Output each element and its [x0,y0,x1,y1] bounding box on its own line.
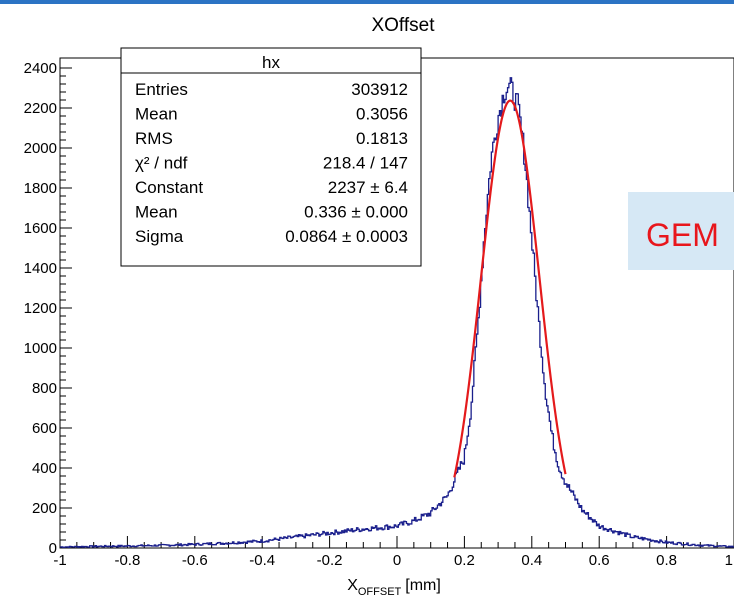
window-top-bar [0,0,734,4]
stats-row-label: Constant [135,178,203,197]
x-axis-label-main: X [347,577,358,594]
x-tick-label: 1 [725,552,733,569]
stats-box-frame [120,47,422,267]
y-tick-label: 1800 [24,180,57,197]
stats-row-label: χ² / ndf [135,154,188,173]
x-tick-label: -0.8 [114,552,140,569]
y-tick-label: 2000 [24,140,57,157]
y-tick-label: 2400 [24,60,57,77]
histogram-series [60,77,734,549]
stats-row-value: 218.4 / 147 [323,154,408,173]
stats-row-label: Mean [135,105,178,124]
x-tick-label: 0.4 [521,552,542,569]
stats-box-title: hx [262,53,280,72]
stats-row-value: 0.1813 [356,129,408,148]
x-tick-label: -0.4 [249,552,275,569]
y-tick-label: 800 [32,380,57,397]
x-tick-label: 0.8 [656,552,677,569]
stats-row-label: Entries [135,80,188,99]
y-tick-label: 1400 [24,260,57,277]
y-tick-label: 200 [32,500,57,517]
x-tick-label: -0.6 [182,552,208,569]
x-axis: -1 -0.8 -0.6 -0.4 -0.2 0 0.2 0.4 0.6 0.8 1 [53,536,734,569]
gaussian-fit-curve [453,99,567,478]
stats-row-value: 0.336 ± 0.000 [304,203,408,222]
x-tick-label: 0.2 [454,552,475,569]
stats-row-value: 0.3056 [356,105,408,124]
x-tick-label: 0 [393,552,401,569]
stats-row-value: 2237 ± 6.4 [328,178,408,197]
y-tick-label: 1600 [24,220,57,237]
x-tick-label: -1 [53,552,66,569]
gem-overlay: GEM [628,192,734,270]
chart-title: XOffset [371,15,435,36]
stats-row-label: Sigma [135,227,184,246]
x-axis-label: XOFFSET [mm] [347,577,441,598]
y-axis: 0 200 400 600 800 1000 1200 1400 1600 1800 2000 220… [24,60,72,557]
stats-row-value: 0.0864 ± 0.0003 [285,227,408,246]
y-tick-label: 1000 [24,340,57,357]
gem-overlay-background [628,192,734,270]
stats-row-label: RMS [135,129,173,148]
y-tick-label: 600 [32,420,57,437]
x-tick-label: -0.2 [317,552,343,569]
stats-row-label: Mean [135,203,178,222]
x-axis-label-unit: [mm] [405,577,441,594]
stats-row-value: 303912 [351,80,408,99]
x-tick-label: 0.6 [589,552,610,569]
y-tick-label: 1200 [24,300,57,317]
gem-overlay-text: GEM [646,217,719,253]
y-tick-label: 2200 [24,100,57,117]
y-tick-label: 0 [49,540,57,557]
x-axis-label-subscript: OFFSET [358,586,402,598]
stats-box: hx Entries 303912 Mean 0.3056 RMS 0.1813 χ² / … [120,47,422,267]
y-tick-label: 400 [32,460,57,477]
